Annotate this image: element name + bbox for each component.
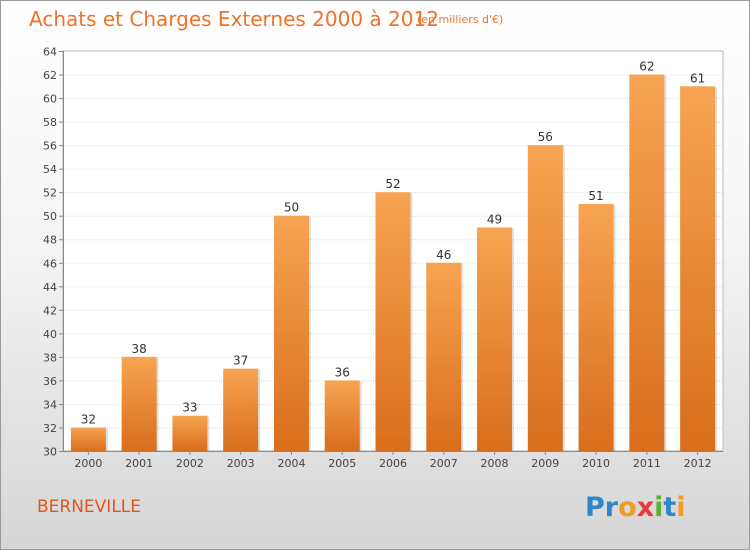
y-tick-label: 54 xyxy=(43,163,57,176)
bar xyxy=(273,215,309,451)
commune-name: BERNEVILLE xyxy=(37,497,142,517)
y-tick-label: 44 xyxy=(43,281,57,294)
y-tick-label: 38 xyxy=(43,351,57,364)
x-tick-label: 2004 xyxy=(277,457,305,470)
y-tick-label: 56 xyxy=(43,140,57,153)
bar xyxy=(629,74,665,451)
y-tick-label: 40 xyxy=(43,328,57,341)
bar xyxy=(121,356,157,451)
y-tick-label: 42 xyxy=(43,304,57,317)
y-tick-label: 52 xyxy=(43,187,57,200)
x-tick-label: 2008 xyxy=(481,457,509,470)
x-tick-label: 2007 xyxy=(430,457,458,470)
bar xyxy=(172,415,208,451)
bar xyxy=(375,192,411,452)
bar xyxy=(70,427,106,451)
svg-text:Proxiti: Proxiti xyxy=(585,492,686,523)
x-tick-label: 2003 xyxy=(227,457,255,470)
x-tick-label: 2012 xyxy=(684,457,712,470)
bar xyxy=(477,227,513,451)
data-label: 50 xyxy=(284,201,299,215)
x-tick-label: 2009 xyxy=(531,457,559,470)
bar xyxy=(223,368,259,451)
bar xyxy=(680,86,716,451)
x-tick-label: 2001 xyxy=(125,457,153,470)
data-label: 52 xyxy=(385,177,400,191)
data-label: 61 xyxy=(690,71,705,85)
bar xyxy=(324,380,360,451)
y-tick-label: 50 xyxy=(43,210,57,223)
data-label: 38 xyxy=(132,342,147,356)
y-tick-label: 30 xyxy=(43,446,57,459)
x-tick-label: 2000 xyxy=(74,457,102,470)
bar xyxy=(527,145,563,451)
x-tick-label: 2010 xyxy=(582,457,610,470)
data-label: 46 xyxy=(436,248,451,262)
data-label: 62 xyxy=(639,60,654,74)
data-label: 32 xyxy=(81,412,96,426)
x-tick-label: 2005 xyxy=(328,457,356,470)
y-tick-label: 64 xyxy=(43,46,57,59)
x-tick-label: 2002 xyxy=(176,457,204,470)
data-label: 56 xyxy=(538,130,553,144)
y-tick-label: 62 xyxy=(43,69,57,82)
bar xyxy=(578,203,614,451)
data-label: 37 xyxy=(233,354,248,368)
chart-title: Achats et Charges Externes 2000 à 2012 xyxy=(29,7,439,31)
x-tick-label: 2011 xyxy=(633,457,661,470)
y-tick-label: 36 xyxy=(43,375,57,388)
y-tick-label: 46 xyxy=(43,257,57,270)
chart-subtitle: (en milliers d'€) xyxy=(417,13,504,26)
data-label: 33 xyxy=(182,401,197,415)
y-tick-label: 48 xyxy=(43,234,57,247)
y-tick-label: 60 xyxy=(43,93,57,106)
data-label: 49 xyxy=(487,212,502,226)
bar xyxy=(426,262,462,451)
y-tick-label: 34 xyxy=(43,398,57,411)
y-tick-label: 58 xyxy=(43,116,57,129)
data-label: 36 xyxy=(335,365,350,379)
x-tick-label: 2006 xyxy=(379,457,407,470)
data-label: 51 xyxy=(588,189,603,203)
proxiti-logo: Proxiti xyxy=(585,492,686,523)
y-tick-label: 32 xyxy=(43,422,57,435)
